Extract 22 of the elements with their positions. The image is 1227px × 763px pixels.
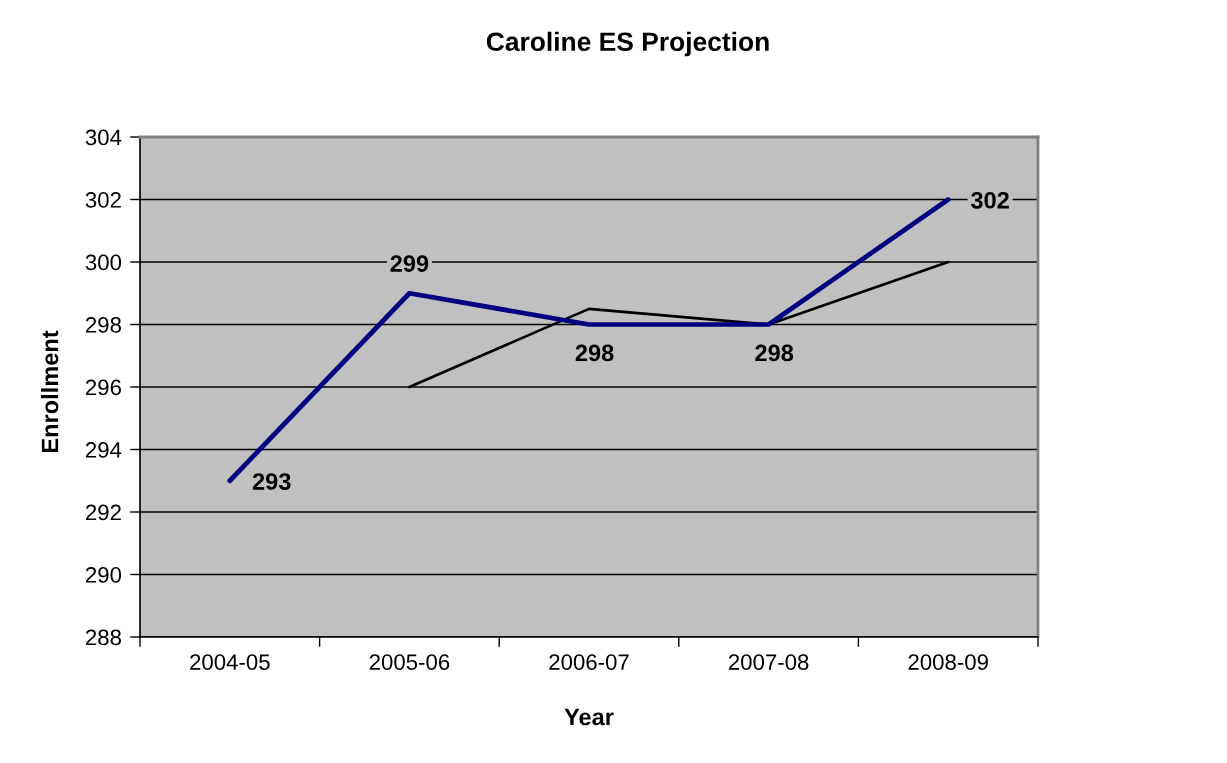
- y-tick-label: 302: [85, 192, 121, 208]
- x-tick-label: 2005-06: [369, 654, 450, 670]
- y-tick-label: 288: [85, 629, 121, 646]
- data-label: 298: [755, 344, 794, 362]
- y-tick-label: 298: [85, 317, 121, 333]
- y-tick-label: 296: [85, 379, 121, 396]
- data-label: 298: [575, 344, 614, 362]
- data-label: 302: [970, 191, 1009, 209]
- chart-title: Caroline ES Projection: [486, 31, 769, 57]
- x-tick-label: 2007-08: [728, 654, 809, 670]
- data-label: 293: [252, 473, 291, 490]
- y-tick-label: 304: [85, 129, 122, 146]
- y-tick-label: 290: [85, 567, 122, 583]
- y-tick-label: 300: [85, 254, 122, 271]
- x-tick-label: 2006-07: [549, 654, 629, 670]
- x-tick-label: 2004-05: [190, 654, 270, 670]
- y-tick-label: 294: [85, 442, 122, 458]
- x-tick-label: 2008-09: [908, 654, 988, 670]
- x-axis-title: Year: [564, 708, 614, 726]
- y-tick-label: 292: [85, 504, 121, 521]
- data-label: 299: [390, 255, 429, 272]
- y-axis-title: Enrollment: [41, 330, 59, 453]
